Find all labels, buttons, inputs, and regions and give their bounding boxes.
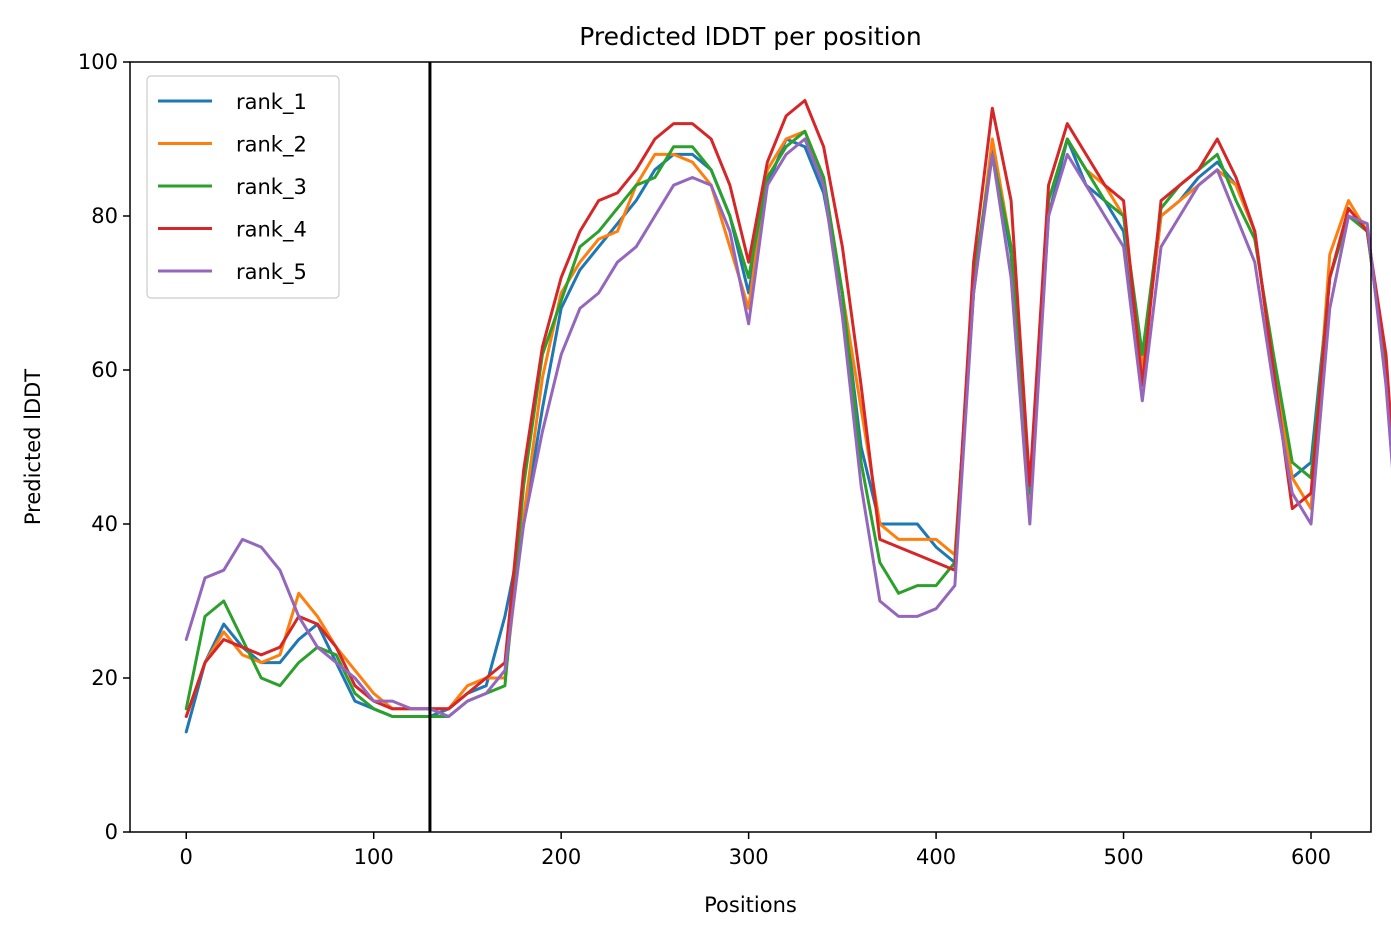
y-tick-label: 40 <box>91 512 118 536</box>
legend-label-rank_3: rank_3 <box>236 175 307 200</box>
y-tick-label: 100 <box>78 50 118 74</box>
y-tick-label: 80 <box>91 204 118 228</box>
y-tick-label: 20 <box>91 666 118 690</box>
x-tick-label: 200 <box>541 845 581 869</box>
x-tick-label: 500 <box>1104 845 1144 869</box>
x-tick-label: 100 <box>354 845 394 869</box>
legend-label-rank_4: rank_4 <box>236 218 307 243</box>
x-tick-label: 300 <box>729 845 769 869</box>
y-tick-label: 60 <box>91 358 118 382</box>
chart-title: Predicted lDDT per position <box>579 22 921 51</box>
y-axis-ticks: 0 20 40 60 80 100 <box>78 50 130 844</box>
x-tick-label: 0 <box>180 845 193 869</box>
series-line-rank_4 <box>184 99 1391 718</box>
legend-label-rank_5: rank_5 <box>236 260 307 285</box>
x-tick-label: 400 <box>916 845 956 869</box>
x-axis-ticks: 0 100 200 300 400 500 600 <box>180 832 1331 869</box>
plot-area-frame <box>129 61 1372 833</box>
x-axis-label: Positions <box>704 893 797 917</box>
series-line-rank_1 <box>184 137 1391 734</box>
legend-box <box>146 75 340 299</box>
series-line-rank_5 <box>184 137 1391 718</box>
legend-label-rank_1: rank_1 <box>236 90 307 115</box>
y-tick-label: 0 <box>105 820 118 844</box>
legend: rank_1 rank_2 rank_3 rank_4 rank_5 <box>146 75 340 299</box>
y-axis-label: Predicted lDDT <box>21 369 45 525</box>
series-layer <box>184 99 1391 734</box>
x-tick-label: 600 <box>1291 845 1331 869</box>
series-line-rank_3 <box>184 129 1391 718</box>
series-line-rank_2 <box>184 129 1391 718</box>
legend-label-rank_2: rank_2 <box>236 133 307 158</box>
